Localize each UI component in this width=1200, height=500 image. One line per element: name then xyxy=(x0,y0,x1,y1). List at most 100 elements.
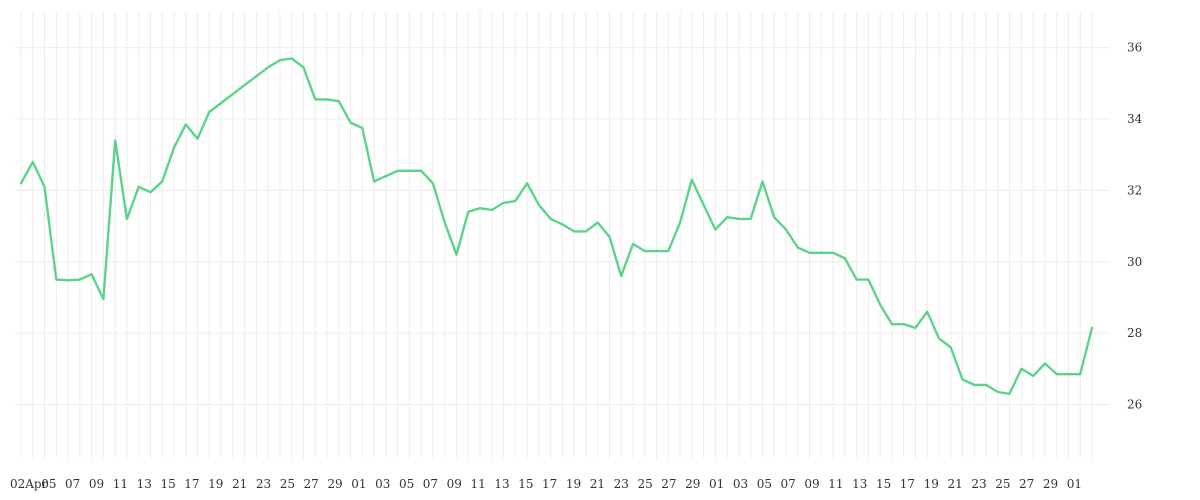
data-point xyxy=(161,180,163,182)
x-tick-label: 15 xyxy=(160,477,175,491)
x-tick-label: 07 xyxy=(423,477,438,491)
y-tick-label: 32 xyxy=(1127,183,1142,197)
y-tick-label: 36 xyxy=(1127,41,1142,55)
data-point xyxy=(785,228,787,230)
data-point xyxy=(749,218,751,220)
data-point xyxy=(985,384,987,386)
data-point xyxy=(726,216,728,218)
data-point xyxy=(479,207,481,209)
x-tick-label: 09 xyxy=(447,477,462,491)
data-point xyxy=(1008,393,1010,395)
data-point xyxy=(832,252,834,254)
data-point xyxy=(420,170,422,172)
data-point xyxy=(773,216,775,218)
data-point xyxy=(396,170,398,172)
x-tick-label: 17 xyxy=(900,477,915,491)
data-point xyxy=(243,84,245,86)
data-point xyxy=(232,93,234,95)
x-tick-label: 05 xyxy=(399,477,414,491)
data-point xyxy=(255,75,257,77)
y-tick-label: 26 xyxy=(1127,397,1142,411)
data-point xyxy=(938,337,940,339)
data-point xyxy=(432,182,434,184)
data-points xyxy=(20,57,1093,395)
x-tick-label: 17 xyxy=(542,477,557,491)
x-tick-label: 03 xyxy=(733,477,748,491)
x-tick-label: 17 xyxy=(184,477,199,491)
y-tick-label: 30 xyxy=(1127,255,1142,269)
grid xyxy=(15,12,1110,458)
x-tick-label: 25 xyxy=(280,477,295,491)
data-point xyxy=(173,146,175,148)
x-tick-label: 23 xyxy=(614,477,629,491)
x-tick-label: 29 xyxy=(685,477,700,491)
data-point xyxy=(549,218,551,220)
data-point xyxy=(867,278,869,280)
x-tick-label: 13 xyxy=(852,477,867,491)
x-tick-label: 05 xyxy=(757,477,772,491)
x-tick-label: 02Apr xyxy=(10,477,48,491)
x-tick-label: 25 xyxy=(995,477,1010,491)
data-point xyxy=(561,223,563,225)
data-point xyxy=(855,278,857,280)
data-point xyxy=(667,250,669,252)
series-line xyxy=(19,57,1094,395)
data-point xyxy=(290,57,292,59)
x-tick-label: 19 xyxy=(208,477,223,491)
data-point xyxy=(502,202,504,204)
x-tick-label: 21 xyxy=(232,477,247,491)
data-point xyxy=(267,66,269,68)
data-point xyxy=(196,137,198,139)
data-point xyxy=(43,186,45,188)
data-point xyxy=(20,182,22,184)
x-tick-label: 15 xyxy=(876,477,891,491)
data-point xyxy=(820,252,822,254)
x-tick-label: 19 xyxy=(924,477,939,491)
x-tick-label: 07 xyxy=(781,477,796,491)
data-point xyxy=(361,127,363,129)
x-tick-label: 11 xyxy=(113,477,128,491)
data-point xyxy=(973,384,975,386)
x-tick-label: 11 xyxy=(828,477,843,491)
x-tick-label: 01 xyxy=(351,477,366,491)
data-point xyxy=(1091,327,1093,329)
x-tick-label: 13 xyxy=(137,477,152,491)
x-tick-label: 27 xyxy=(661,477,676,491)
data-point xyxy=(914,327,916,329)
data-point xyxy=(761,180,763,182)
data-point xyxy=(644,250,646,252)
data-point xyxy=(526,182,528,184)
x-tick-label: 19 xyxy=(566,477,581,491)
data-point xyxy=(691,178,693,180)
x-tick-label: 05 xyxy=(41,477,56,491)
data-point xyxy=(102,298,104,300)
data-point xyxy=(1055,373,1057,375)
x-tick-label: 21 xyxy=(590,477,605,491)
data-point xyxy=(655,250,657,252)
data-point xyxy=(797,246,799,248)
data-point xyxy=(620,275,622,277)
data-point xyxy=(1044,362,1046,364)
x-tick-label: 29 xyxy=(327,477,342,491)
data-point xyxy=(879,303,881,305)
data-point xyxy=(926,311,928,313)
data-point xyxy=(997,391,999,393)
data-point xyxy=(149,191,151,193)
data-point xyxy=(55,278,57,280)
data-point xyxy=(844,257,846,259)
data-point xyxy=(443,221,445,223)
data-point xyxy=(338,100,340,102)
data-point xyxy=(314,98,316,100)
x-tick-label: 07 xyxy=(65,477,80,491)
data-point xyxy=(302,66,304,68)
data-point xyxy=(1020,368,1022,370)
data-point xyxy=(491,209,493,211)
data-point xyxy=(1079,373,1081,375)
data-point xyxy=(385,175,387,177)
data-point xyxy=(126,218,128,220)
data-point xyxy=(891,323,893,325)
data-point xyxy=(573,230,575,232)
data-point xyxy=(714,228,716,230)
x-tick-label: 11 xyxy=(471,477,486,491)
